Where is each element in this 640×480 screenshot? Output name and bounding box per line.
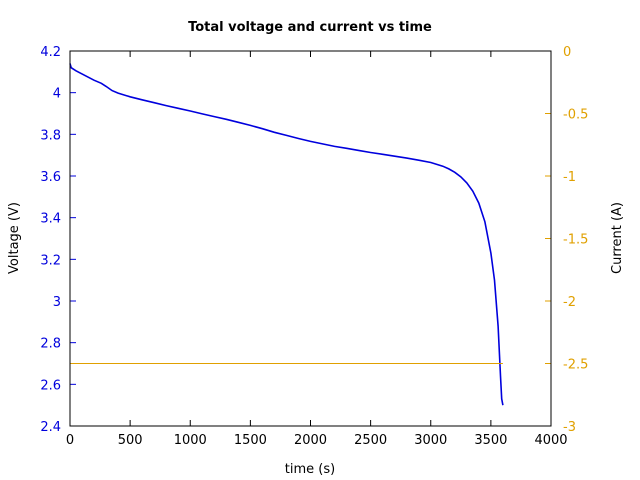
x-tick-label: 4000 (534, 433, 567, 448)
y-right-tick-label: -2 (563, 295, 576, 310)
y-right-tick-label: -1.5 (563, 233, 588, 248)
x-axis-label: time (s) (285, 462, 335, 477)
y-left-tick-label: 3 (53, 295, 61, 310)
voltage-series-line (69, 63, 504, 406)
x-tick-label: 1000 (174, 433, 207, 448)
x-tick-label: 1500 (234, 433, 267, 448)
x-tick-label: 2500 (354, 433, 387, 448)
y-left-tick-label: 2.8 (40, 337, 61, 352)
y-left-tick-label: 3.6 (40, 170, 61, 185)
y-right-tick-label: -1 (563, 170, 576, 185)
y-right-tick-label: -2.5 (563, 358, 588, 373)
x-tick-label: 3500 (474, 433, 507, 448)
y-left-tick-label: 4.2 (40, 45, 61, 60)
y-left-tick-label: 2.4 (40, 420, 61, 435)
y-left-tick-label: 3.8 (40, 128, 61, 143)
x-tick-label: 3000 (414, 433, 447, 448)
y-right-tick-label: -0.5 (563, 108, 588, 123)
x-axis: 0 500 1000 1500 2000 2500 3000 3500 4000 (66, 51, 568, 448)
y-left-tick-label: 2.6 (40, 378, 61, 393)
y-left-axis-label: Voltage (V) (7, 202, 22, 274)
y-right-tick-label: -3 (563, 420, 576, 435)
x-tick-label: 500 (118, 433, 143, 448)
y-left-tick-label: 3.4 (40, 212, 61, 227)
x-tick-label: 0 (66, 433, 74, 448)
y-right-axis: -3 -2.5 -2 -1.5 -1 -0.5 0 (545, 45, 588, 435)
y-left-tick-label: 3.2 (40, 253, 61, 268)
y-left-axis: 2.4 2.6 2.8 3 3.2 3.4 3.6 3.8 4 4.2 (40, 45, 76, 435)
x-tick-label: 2000 (294, 433, 327, 448)
y-right-axis-label: Current (A) (610, 202, 625, 274)
chart-title: Total voltage and current vs time (188, 20, 432, 35)
y-right-tick-label: 0 (563, 45, 571, 60)
plot-frame (69, 50, 552, 427)
y-left-tick-label: 4 (53, 87, 61, 102)
series-layer (69, 63, 504, 406)
